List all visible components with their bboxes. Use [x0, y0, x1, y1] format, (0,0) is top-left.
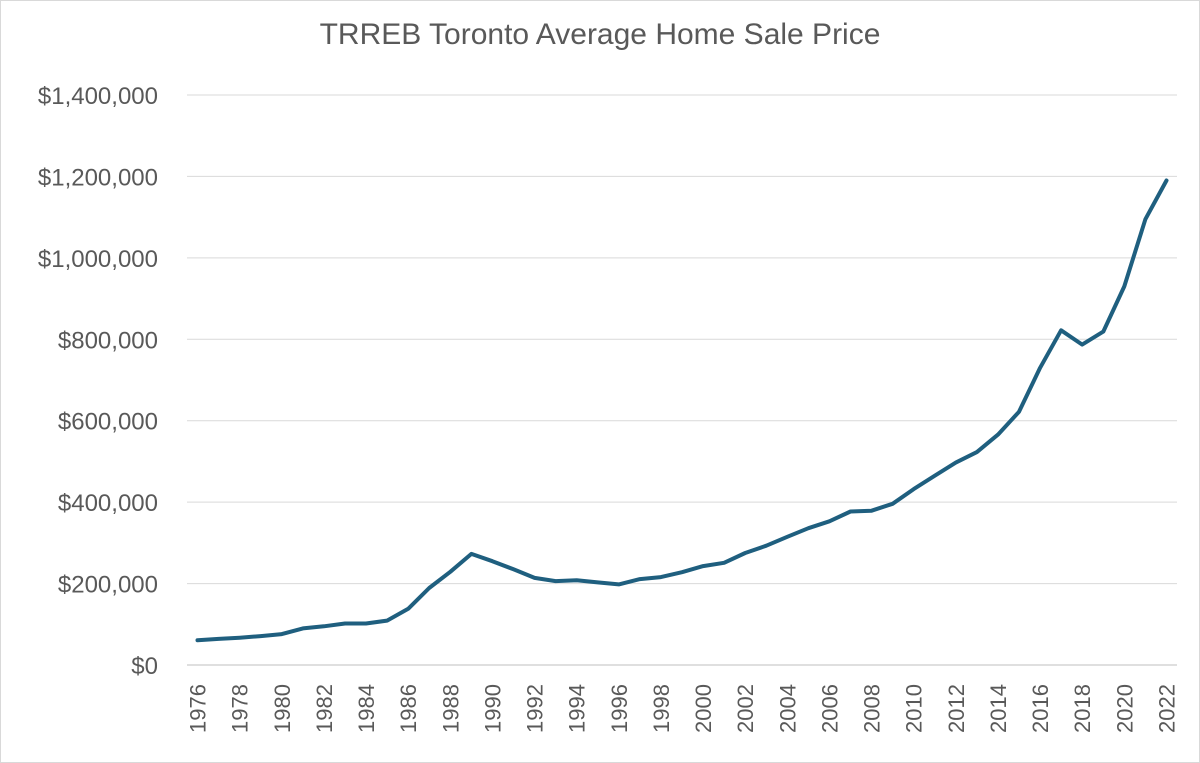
- x-tick-label: 1996: [607, 684, 632, 733]
- price-series: [195, 178, 1169, 643]
- x-tick-label: 2020: [1112, 684, 1137, 733]
- x-tick-label: 2016: [1028, 684, 1053, 733]
- y-tick-label: $0: [131, 653, 158, 680]
- x-tick-label: 2014: [986, 684, 1011, 733]
- x-tick-label: 1978: [228, 684, 253, 733]
- x-tick-label: 1980: [270, 684, 295, 733]
- x-tick-label: 1984: [354, 684, 379, 733]
- y-tick-label: $1,000,000: [38, 246, 158, 273]
- x-tick-label: 2002: [733, 684, 758, 733]
- y-tick-label: $1,400,000: [38, 83, 158, 110]
- x-tick-label: 2022: [1154, 684, 1179, 733]
- x-tick-label: 2010: [902, 684, 927, 733]
- y-tick-label: $1,200,000: [38, 164, 158, 191]
- x-tick-label: 2006: [817, 684, 842, 733]
- gridlines: [187, 94, 1177, 666]
- x-tick-label: 2018: [1070, 684, 1095, 733]
- x-tick-label: 1998: [649, 684, 674, 733]
- y-axis-tick-labels: $0 $200,000 $400,000 $600,000 $800,000 $1,000…: [38, 83, 158, 680]
- x-tick-label: 2000: [691, 684, 716, 733]
- x-tick-label: 2012: [944, 684, 969, 733]
- x-tick-label: 1988: [438, 684, 463, 733]
- chart-title: TRREB Toronto Average Home Sale Price: [319, 18, 881, 51]
- x-tick-label: 1992: [523, 684, 548, 733]
- x-tick-label: 1990: [480, 684, 505, 733]
- y-tick-label: $600,000: [58, 409, 158, 436]
- x-tick-label: 2004: [775, 684, 800, 733]
- x-tick-label: 2008: [860, 684, 885, 733]
- x-tick-label: 1976: [186, 684, 211, 733]
- y-tick-label: $200,000: [58, 572, 158, 599]
- x-tick-label: 1986: [396, 684, 421, 733]
- series-line: [195, 178, 1169, 643]
- y-tick-label: $800,000: [58, 327, 158, 354]
- x-tick-label: 1994: [565, 684, 590, 733]
- x-tick-label: 1982: [312, 684, 337, 733]
- x-axis-tick-labels: 1976 1978 1980 1982 1984 1986 1988 1990 1992 1994…: [186, 684, 1180, 733]
- y-tick-label: $400,000: [58, 490, 158, 517]
